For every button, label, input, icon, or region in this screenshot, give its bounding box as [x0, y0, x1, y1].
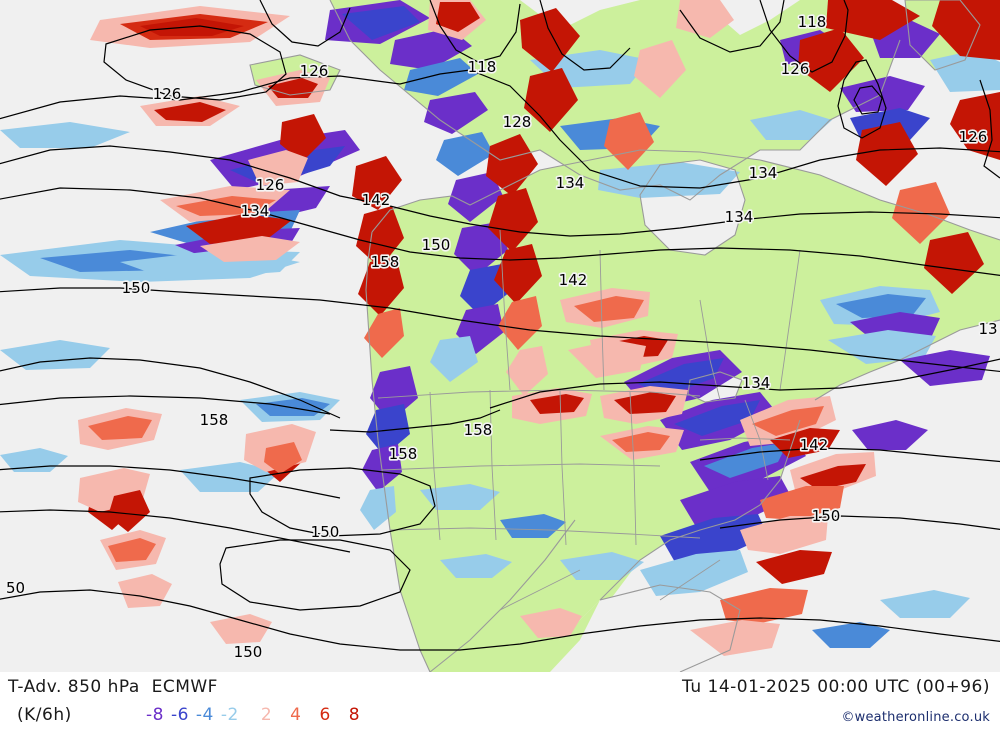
color-legend: -8 -6 -4 -2 2 4 6 8: [146, 705, 360, 725]
contour-label: 158: [464, 421, 493, 439]
copyright-credit: ©weatheronline.co.uk: [841, 710, 990, 725]
contour-label: 134: [725, 208, 754, 226]
contour-label: 50: [6, 579, 25, 597]
map-panel[interactable]: 126 118 126 128 118 126 126 126 134 142 …: [0, 0, 1000, 672]
contour-label: 118: [468, 58, 497, 76]
weather-map[interactable]: 126 118 126 128 118 126 126 126 134 142 …: [0, 0, 1000, 672]
contour-label-layer: 126 118 126 128 118 126 126 126 134 142 …: [4, 11, 999, 662]
legend-tick-pos6: 6: [319, 705, 331, 725]
contour-label: 13: [978, 320, 997, 338]
contour-label: 150: [812, 507, 841, 525]
contour-label: 158: [389, 445, 418, 463]
contour-label: 134: [241, 202, 270, 220]
contour-label: 126: [153, 85, 182, 103]
legend-tick-neg8: -8: [146, 705, 164, 725]
coastline-layer: [249, 0, 1000, 672]
contour-label: 128: [503, 113, 532, 131]
contour-label: 150: [122, 279, 151, 297]
contour-label: 158: [371, 253, 400, 271]
contour-label: 142: [559, 271, 588, 289]
valid-time-label: Tu 14-01-2025 00:00 UTC (00+96): [682, 677, 990, 697]
legend-tick-neg6: -6: [170, 705, 189, 725]
contour-label: 134: [556, 174, 585, 192]
legend-tick-pos4: 4: [290, 705, 302, 725]
contour-label: 150: [234, 643, 263, 661]
contour-label: 150: [311, 523, 340, 541]
state-border-layer: [377, 229, 801, 611]
contour-label: 126: [959, 128, 988, 146]
contour-label: 134: [742, 374, 771, 392]
units-label: (K/6h): [17, 705, 72, 725]
contour-label: 126: [256, 176, 285, 194]
contour-layer: [0, 0, 1000, 651]
contour-label: 118: [798, 13, 827, 31]
contour-label: 126: [300, 62, 329, 80]
legend-tick-pos2: 2: [260, 705, 273, 725]
legend-tick-neg4: -4: [195, 705, 214, 725]
contour-label: 142: [800, 436, 829, 454]
contour-label: 142: [362, 191, 391, 209]
contour-label: 134: [749, 164, 778, 182]
chart-title: T-Adv. 850 hPa ECMWF: [8, 677, 218, 697]
contour-label: 126: [781, 60, 810, 78]
contour-label: 158: [200, 411, 229, 429]
chart-footer: T-Adv. 850 hPa ECMWF (K/6h) Tu 14-01-202…: [0, 672, 1000, 733]
legend-tick-pos8: 8: [348, 705, 361, 725]
legend-tick-neg2: -2: [220, 705, 239, 725]
contour-label: 150: [422, 236, 451, 254]
